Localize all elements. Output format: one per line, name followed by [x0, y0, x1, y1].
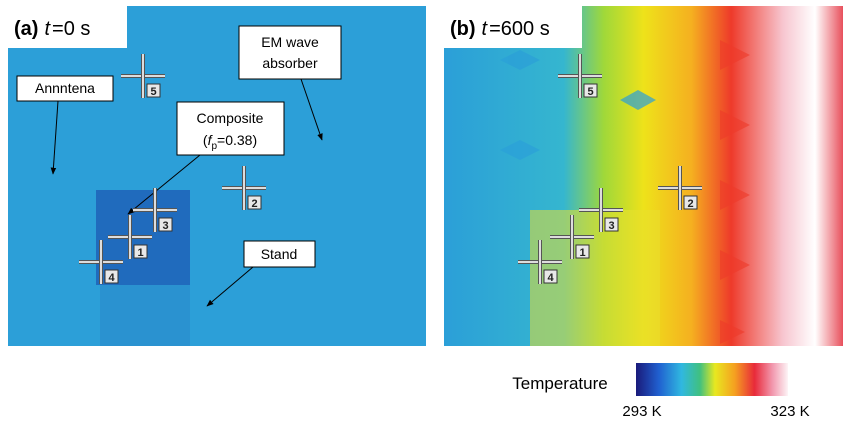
marker-label: 3 — [608, 220, 614, 232]
marker-label: 1 — [137, 247, 143, 259]
time-value: =600 s — [489, 18, 550, 40]
marker-label: 5 — [587, 86, 593, 98]
panel-label: (b)t=600 s — [450, 18, 550, 40]
marker-label: 5 — [150, 86, 156, 98]
colorbar-title: Temperature — [512, 374, 607, 393]
composite-label: Composite — [197, 110, 264, 126]
figure: (a)t=0 s (b)t=600 s Annntena EM wave abso… — [0, 0, 844, 424]
stand-label: Stand — [261, 246, 298, 262]
colorbar-max: 323 K — [770, 403, 809, 420]
absorber-label: EM wave — [261, 34, 319, 50]
colorbar — [636, 363, 788, 396]
antenna-label: Annntena — [35, 80, 95, 96]
thermal-image-a — [8, 6, 426, 346]
panel-label: (a)t=0 s — [14, 18, 90, 40]
stand-region — [100, 285, 190, 346]
marker-label: 3 — [162, 220, 168, 232]
marker-label: 4 — [547, 272, 554, 284]
absorber-label: absorber — [262, 55, 318, 71]
time-value: =0 s — [52, 18, 90, 40]
panel-tag: (a) — [14, 18, 38, 40]
marker-label: 1 — [579, 247, 585, 259]
panel-tag: (b) — [450, 18, 476, 40]
colorbar-min: 293 K — [622, 403, 661, 420]
marker-label: 4 — [108, 272, 115, 284]
value: =0.38) — [217, 132, 257, 148]
page: (a)t=0 s (b)t=600 s Annntena EM wave abso… — [0, 0, 844, 424]
marker-label: 2 — [687, 198, 693, 210]
marker-label: 2 — [251, 198, 257, 210]
